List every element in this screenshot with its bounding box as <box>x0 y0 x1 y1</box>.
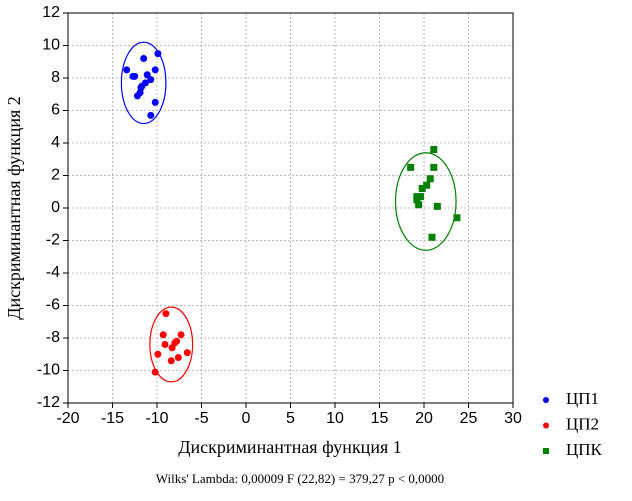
y-axis-label: Дискриминантная функция 2 <box>4 96 24 319</box>
y-tick-label: -6 <box>46 297 60 314</box>
x-axis-label: Дискриминантная функция 1 <box>178 437 401 457</box>
legend-marker <box>543 422 549 429</box>
x-tick-label: 15 <box>371 410 389 427</box>
y-tick-label: 6 <box>51 102 60 119</box>
point <box>174 354 182 361</box>
x-tick-label: -10 <box>145 410 168 427</box>
note: Wilks' Lambda: 0,00009 F (22,82) = 379,2… <box>156 471 444 486</box>
x-tick-label: -15 <box>101 410 124 427</box>
point <box>151 368 159 376</box>
point <box>177 331 185 339</box>
x-tick-label: 25 <box>460 410 478 427</box>
legend-label: ЦП2 <box>566 414 599 433</box>
point <box>430 163 438 171</box>
point <box>140 55 148 62</box>
y-tick-label: 4 <box>51 134 60 151</box>
point <box>147 111 155 119</box>
point <box>423 181 431 189</box>
point <box>418 185 426 192</box>
x-tick-label: 5 <box>286 410 295 427</box>
point <box>413 196 421 204</box>
point <box>154 350 162 358</box>
confidence-ellipse <box>120 41 167 125</box>
point <box>141 79 149 87</box>
point <box>416 193 424 201</box>
y-tick-label: 0 <box>51 199 60 216</box>
plot-frame <box>67 12 514 404</box>
confidence-ellipse <box>149 306 194 383</box>
x-tick-label: -20 <box>56 410 79 427</box>
y-tick-label: 2 <box>51 167 60 184</box>
legend-label: ЦП1 <box>566 389 599 408</box>
point <box>453 214 461 222</box>
point <box>147 76 155 84</box>
point <box>167 357 175 365</box>
legend-marker <box>543 448 549 454</box>
y-tick-label: 8 <box>51 69 60 86</box>
point <box>136 89 144 97</box>
point <box>143 71 151 79</box>
point <box>161 341 169 348</box>
point <box>162 310 170 318</box>
y-tick-label: -4 <box>46 264 60 281</box>
x-tick-label: 20 <box>415 410 433 427</box>
y-tick-label: -10 <box>37 362 60 379</box>
confidence-ellipse <box>394 152 457 251</box>
x-tick-label: 10 <box>326 410 344 427</box>
point <box>151 98 159 106</box>
y-tick-label: 10 <box>42 37 60 54</box>
point <box>407 163 415 171</box>
point <box>426 175 434 183</box>
point <box>173 337 181 345</box>
point <box>131 72 139 80</box>
point <box>433 202 441 210</box>
point <box>154 50 162 58</box>
point <box>123 66 131 74</box>
legend-label: ЦПК <box>566 440 603 459</box>
y-tick-label: 12 <box>42 4 60 21</box>
legend-marker <box>543 397 549 403</box>
point <box>428 233 436 241</box>
y-tick-label: -2 <box>46 232 60 249</box>
x-tick-label: -5 <box>194 410 208 427</box>
point <box>430 146 438 153</box>
point <box>151 66 159 74</box>
point <box>183 349 191 357</box>
x-tick-label: 30 <box>504 410 522 427</box>
y-tick-label: -8 <box>46 329 60 346</box>
point <box>415 201 423 209</box>
y-tick-label: -12 <box>37 394 60 411</box>
point <box>159 331 167 339</box>
x-tick-label: 0 <box>242 410 251 427</box>
